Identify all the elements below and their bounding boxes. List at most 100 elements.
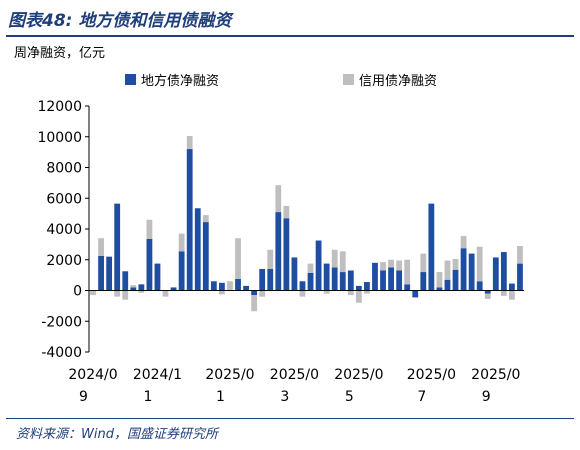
y-tick-label: 10000 <box>37 130 82 146</box>
bars <box>90 135 523 312</box>
bar-credit-bond <box>186 135 193 150</box>
bar-local-bond <box>323 263 330 291</box>
bar-local-bond <box>186 149 193 291</box>
x-tick-label: 1 <box>143 389 152 405</box>
x-tick-label: 2024/0 <box>68 367 117 383</box>
bar-credit-bond <box>235 238 241 279</box>
bar-credit-bond <box>509 290 515 300</box>
bar-credit-bond <box>355 290 362 303</box>
bar-local-bond <box>372 262 378 291</box>
bar-credit-bond <box>517 245 523 264</box>
source-divider <box>6 418 574 419</box>
x-tick-label: 2025/0 <box>334 367 383 383</box>
bar-local-bond <box>235 278 241 291</box>
x-tick-label: 2025/0 <box>205 367 254 383</box>
source-note: 资料来源：Wind，国盛证券研究所 <box>16 427 218 442</box>
bar-local-bond <box>291 257 298 291</box>
bar-local-bond <box>98 255 104 291</box>
bar-local-bond <box>476 281 483 291</box>
bar-local-bond <box>380 270 386 291</box>
legend-item-local-bond: 地方债净融资 <box>125 70 220 89</box>
x-tick-label: 9 <box>482 389 491 405</box>
bar-credit-bond <box>299 290 306 297</box>
bar-local-bond <box>243 285 249 291</box>
bar-local-bond <box>114 203 121 291</box>
bar-local-bond <box>210 281 217 291</box>
bar-local-bond <box>339 272 346 291</box>
bar-credit-bond <box>114 290 121 297</box>
bar-credit-bond <box>275 185 282 213</box>
bar-credit-bond <box>444 260 451 280</box>
x-tick-label: 5 <box>345 389 354 405</box>
bar-credit-bond <box>202 215 209 223</box>
bar-credit-bond <box>476 246 483 282</box>
bar-local-bond <box>388 267 394 291</box>
bar-credit-bond <box>178 233 185 252</box>
bar-credit-bond <box>347 290 354 296</box>
x-axis: 2024/0 9 2024/1 1 2025/0 1 2025/0 3 2025/0 5 2025/… <box>68 290 524 405</box>
bar-local-bond <box>315 240 322 291</box>
bar-local-bond <box>299 281 306 291</box>
bar-local-bond <box>420 272 427 291</box>
bar-local-bond <box>492 257 499 291</box>
bar-local-bond <box>170 287 177 291</box>
bar-credit-bond <box>364 290 370 294</box>
bar-credit-bond <box>267 249 274 269</box>
bar-local-bond <box>347 270 354 291</box>
bar-local-bond <box>202 222 209 291</box>
bar-local-bond <box>509 283 515 291</box>
bar-local-bond <box>259 268 266 291</box>
bar-local-bond <box>307 272 314 291</box>
bar-local-bond <box>436 287 443 291</box>
x-tick-label: 2025/0 <box>270 367 319 383</box>
legend-label-credit-bond: 信用债净融资 <box>359 73 438 89</box>
bar-local-bond <box>178 251 185 291</box>
bar-credit-bond <box>339 251 346 273</box>
bar-credit-bond <box>122 290 129 300</box>
bar-credit-bond <box>380 262 386 271</box>
bar-credit-bond <box>162 290 169 297</box>
bar-credit-bond <box>138 290 145 293</box>
y-tick-label: -2000 <box>41 314 82 330</box>
y-tick-label: 2000 <box>46 253 82 269</box>
bar-local-bond <box>267 268 274 291</box>
bar-credit-bond <box>98 238 104 256</box>
bar-local-bond <box>275 212 282 291</box>
y-axis: -4000 -2000 0 2000 4000 6000 8000 10000 12000 <box>37 99 90 361</box>
figure-title: 图表48: 地方债和信用债融资 <box>8 11 232 31</box>
bar-local-bond <box>331 267 338 291</box>
bar-local-bond <box>468 253 475 291</box>
x-tick-label: 7 <box>417 389 426 405</box>
bar-credit-bond <box>130 285 137 288</box>
x-tick-label: 9 <box>79 389 88 405</box>
bar-local-bond <box>500 252 507 291</box>
title-divider <box>6 35 574 37</box>
bar-local-bond <box>404 284 411 291</box>
bar-credit-bond <box>259 290 266 297</box>
bar-credit-bond <box>452 258 459 270</box>
bar-local-bond <box>146 238 153 291</box>
bar-credit-bond <box>396 260 403 271</box>
bar-local-bond <box>364 282 370 291</box>
legend-swatch-local-bond <box>125 73 136 85</box>
bar-credit-bond <box>307 263 314 273</box>
bar-local-bond <box>444 279 451 291</box>
bar-local-bond <box>484 290 491 294</box>
y-tick-label: 6000 <box>46 191 82 207</box>
bar-credit-bond <box>500 290 507 296</box>
y-tick-label: 4000 <box>46 222 82 238</box>
bar-credit-bond <box>484 293 491 299</box>
bar-local-bond <box>428 203 435 291</box>
bar-credit-bond <box>323 290 330 294</box>
y-unit-label: 周净融资，亿元 <box>14 46 106 61</box>
bar-credit-bond <box>90 290 96 296</box>
bar-local-bond <box>283 218 290 291</box>
bar-credit-bond <box>460 235 467 249</box>
x-tick-label: 2024/1 <box>133 367 182 383</box>
legend-label-local-bond: 地方债净融资 <box>141 73 220 89</box>
x-tick-label: 3 <box>280 389 289 405</box>
bar-local-bond <box>412 290 419 298</box>
y-tick-label: 0 <box>73 284 82 300</box>
bar-local-bond <box>460 248 467 291</box>
